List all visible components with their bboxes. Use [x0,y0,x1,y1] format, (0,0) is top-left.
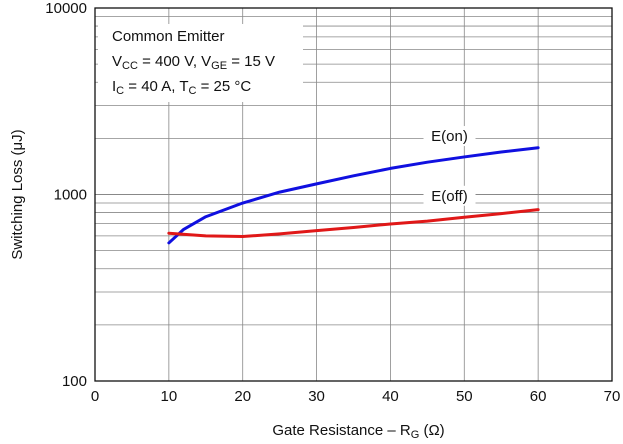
conditions-box-background [98,24,303,102]
plot-frame [94,7,613,382]
x-axis-title: Gate Resistance – RG (Ω) [272,422,444,441]
conditions-current-temp-line: IC = 40 A, TC = 25 °C [112,78,251,97]
y-tick-label: 100 [62,373,87,390]
x-tick-label: 10 [161,388,178,405]
x-tick-labels: 0 10 20 30 40 50 60 70 [91,388,621,405]
series-label: E(off) [431,188,467,205]
conditions-box: Common Emitter VCC = 400 V, VGE = 15 V I… [98,24,303,102]
y-tick-label: 1000 [54,187,87,204]
series-label: E(on) [431,128,468,145]
y-tick-label: 10000 [45,0,87,17]
conditions-title: Common Emitter [112,28,225,45]
x-tick-label: 50 [456,388,473,405]
x-tick-label: 20 [234,388,251,405]
grid-lines [94,7,613,382]
x-tick-label: 0 [91,388,99,405]
y-axis-title: Switching Loss (μJ) [9,129,26,259]
x-tick-label: 40 [382,388,399,405]
x-tick-label: 30 [308,388,325,405]
series-line-eon [167,146,540,245]
series-line-eoff [167,208,540,239]
x-tick-label: 70 [604,388,621,405]
series-label-background [423,185,476,206]
series-labels: E(on) E(off) [423,126,476,206]
y-tick-labels: 100 1000 10000 [45,0,87,390]
series-lines [167,146,540,245]
series-label-background [423,126,476,147]
conditions-voltage-line: VCC = 400 V, VGE = 15 V [112,53,275,72]
x-tick-label: 60 [530,388,547,405]
